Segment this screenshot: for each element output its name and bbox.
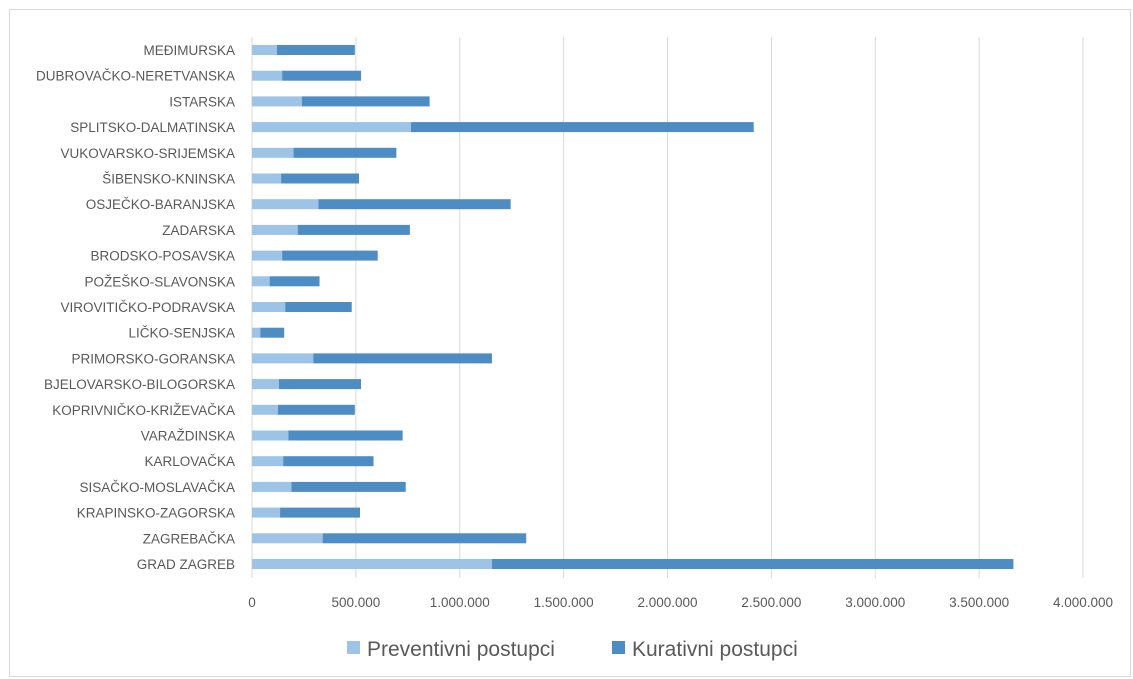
category-label: ŠIBENSKO-KNINSKA bbox=[102, 172, 235, 187]
x-tick-label: 3.500.000 bbox=[949, 595, 1009, 610]
bar-kurativni bbox=[260, 327, 285, 338]
bar-kurativni bbox=[276, 45, 355, 55]
bar-kurativni bbox=[285, 302, 352, 312]
bar-preventivni bbox=[252, 45, 277, 55]
category-label: KOPRIVNIČKO-KRIŽEVAČKA bbox=[52, 403, 235, 418]
category-label: VUKOVARSKO-SRIJEMSKA bbox=[60, 146, 235, 161]
bar-preventivni bbox=[252, 96, 302, 107]
bar-kurativni bbox=[288, 430, 403, 441]
category-label: KRAPINSKO-ZAGORSKA bbox=[77, 506, 235, 521]
bar-preventivni bbox=[252, 379, 280, 390]
bar-kurativni bbox=[283, 456, 374, 467]
bar-kurativni bbox=[279, 379, 362, 390]
category-label: POŽEŠKO-SLAVONSKA bbox=[84, 274, 235, 289]
category-label: DUBROVAČKO-NERETVANSKA bbox=[36, 69, 235, 84]
bar-kurativni bbox=[301, 96, 430, 107]
x-tick-labels: 0 500.000 1.000.000 1.500.000 2.000.000 2.500… bbox=[248, 595, 1113, 610]
bar-preventivni bbox=[252, 327, 261, 338]
bar-kurativni bbox=[269, 276, 320, 287]
bar-preventivni bbox=[252, 147, 294, 158]
category-label: SISAČKO-MOSLAVAČKA bbox=[79, 480, 235, 495]
legend: Preventivni postupci Kurativni postupci bbox=[347, 638, 798, 661]
bar-preventivni bbox=[252, 533, 323, 544]
bar-preventivni bbox=[252, 70, 283, 81]
legend-swatch-kurativni bbox=[612, 641, 625, 654]
category-label: VIROVITIČKO-PODRAVSKA bbox=[60, 300, 235, 315]
bar-kurativni bbox=[297, 224, 410, 235]
bar-preventivni bbox=[252, 173, 282, 184]
bar-preventivni bbox=[252, 430, 289, 441]
bar-preventivni bbox=[252, 199, 319, 210]
category-labels: MEĐIMURSKA DUBROVAČKO-NERETVANSKA ISTARSKA… bbox=[36, 43, 235, 572]
category-label: VARAŽDINSKA bbox=[141, 429, 235, 444]
x-tick-label: 3.000.000 bbox=[845, 595, 905, 610]
category-label: OSJEČKO-BARANJSKA bbox=[86, 197, 235, 212]
bar-kurativni bbox=[281, 173, 359, 184]
bar-preventivni bbox=[252, 404, 278, 415]
category-label: SPLITSKO-DALMATINSKA bbox=[70, 120, 235, 135]
bar-kurativni bbox=[318, 199, 511, 210]
bar-kurativni bbox=[293, 147, 397, 158]
x-tick-label: 1.000.000 bbox=[430, 595, 490, 610]
bar-kurativni bbox=[410, 122, 754, 133]
category-label: ISTARSKA bbox=[169, 94, 235, 109]
legend-label-kurativni: Kurativni postupci bbox=[632, 638, 798, 661]
x-tick-label: 500.000 bbox=[331, 595, 380, 610]
bar-preventivni bbox=[252, 456, 284, 467]
bar-preventivni bbox=[252, 276, 270, 287]
bar-preventivni bbox=[252, 353, 314, 364]
bar-kurativni bbox=[322, 533, 527, 544]
x-tick-label: 0 bbox=[248, 595, 256, 610]
category-label: BRODSKO-POSAVSKA bbox=[90, 249, 235, 264]
x-tick-label: 2.500.000 bbox=[741, 595, 801, 610]
bar-preventivni bbox=[252, 481, 292, 492]
category-label: LIČKO-SENJSKA bbox=[128, 326, 235, 341]
category-label: ZADARSKA bbox=[162, 223, 235, 238]
bar-preventivni bbox=[252, 559, 492, 569]
category-label: ZAGREBAČKA bbox=[143, 531, 235, 546]
bar-kurativni bbox=[280, 507, 361, 518]
category-label: GRAD ZAGREB bbox=[137, 557, 235, 572]
bar-preventivni bbox=[252, 302, 286, 312]
category-label: MEĐIMURSKA bbox=[143, 43, 235, 58]
category-label: KARLOVAČKA bbox=[144, 454, 235, 469]
category-label: BJELOVARSKO-BILOGORSKA bbox=[44, 377, 235, 392]
bar-preventivni bbox=[252, 122, 411, 133]
legend-swatch-preventivni bbox=[347, 641, 360, 654]
legend-label-preventivni: Preventivni postupci bbox=[367, 638, 555, 661]
bar-kurativni bbox=[277, 404, 355, 415]
x-tick-label: 2.000.000 bbox=[637, 595, 697, 610]
bar-kurativni bbox=[291, 481, 406, 492]
bar-kurativni bbox=[491, 559, 1014, 569]
x-tick-label: 4.000.000 bbox=[1053, 595, 1113, 610]
bar-preventivni bbox=[252, 250, 283, 261]
bar-kurativni bbox=[282, 250, 378, 261]
bar-kurativni bbox=[313, 353, 492, 364]
bar-preventivni bbox=[252, 507, 281, 518]
bar-preventivni bbox=[252, 224, 298, 235]
bar-kurativni bbox=[282, 70, 362, 81]
gridlines bbox=[251, 37, 1084, 578]
x-tick-label: 1.500.000 bbox=[534, 595, 594, 610]
category-label: PRIMORSKO-GORANSKA bbox=[71, 351, 235, 366]
bars bbox=[252, 45, 1014, 569]
